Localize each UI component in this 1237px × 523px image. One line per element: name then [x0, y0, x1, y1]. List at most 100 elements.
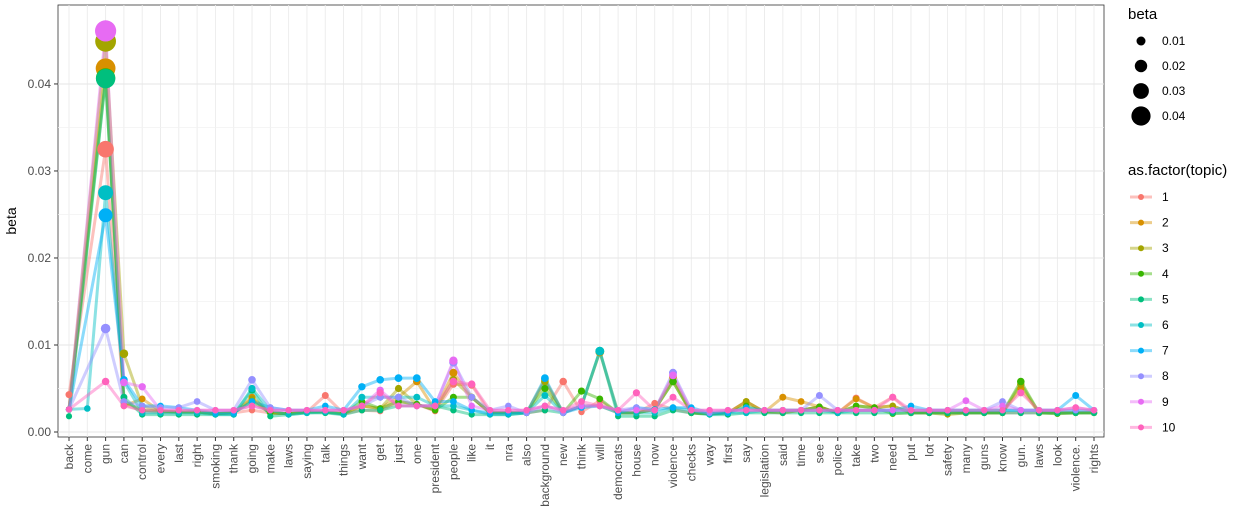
x-tick-label: democrats	[611, 444, 625, 500]
point-topic-9	[138, 383, 146, 391]
x-tick-label: one	[410, 444, 424, 464]
x-tick-label: president	[428, 443, 442, 493]
color-legend-label: 6	[1162, 318, 1169, 332]
point-topic-4	[577, 387, 586, 395]
color-legend-dot	[1138, 270, 1144, 277]
point-topic-5	[95, 69, 116, 89]
x-tick-label: get	[373, 443, 387, 460]
point-topic-10	[358, 402, 366, 410]
point-topic-4	[596, 395, 604, 403]
color-legend-dot	[1138, 398, 1144, 405]
y-tick-label: 0.03	[28, 164, 52, 178]
point-topic-7	[98, 208, 113, 223]
color-legend-label: 5	[1162, 292, 1169, 306]
x-tick-label: rights	[1087, 444, 1101, 473]
point-topic-10	[596, 402, 604, 410]
point-topic-10	[468, 380, 476, 388]
point-topic-10	[724, 407, 732, 414]
x-tick-label: laws	[1032, 444, 1046, 468]
point-topic-10	[669, 393, 677, 401]
point-topic-10	[340, 407, 347, 414]
x-tick-label: laws	[282, 444, 296, 468]
point-topic-10	[816, 407, 823, 414]
x-tick-label: saying	[300, 444, 314, 479]
point-topic-6	[541, 392, 549, 399]
point-topic-10	[1072, 404, 1079, 411]
color-legend-label: 10	[1162, 420, 1176, 434]
x-tick-label: nra	[501, 444, 515, 462]
x-tick-label: gun.	[1014, 444, 1028, 467]
point-topic-1	[65, 391, 73, 399]
point-topic-1	[97, 140, 114, 158]
x-tick-label: look	[1050, 443, 1064, 466]
x-tick-label: house	[629, 444, 643, 477]
color-legend-label: 3	[1162, 241, 1169, 255]
point-topic-1	[321, 392, 329, 399]
x-tick-label: know	[996, 444, 1010, 472]
point-topic-10	[431, 402, 439, 410]
color-legend-label: 1	[1162, 190, 1169, 204]
x-tick-label: come	[80, 444, 94, 474]
x-tick-label: background	[538, 444, 552, 507]
color-legend-dot	[1138, 245, 1144, 252]
point-topic-10	[688, 407, 695, 414]
point-topic-10	[523, 407, 530, 414]
x-tick-label: like	[465, 444, 479, 462]
point-topic-10	[962, 407, 970, 414]
x-tick-label: time	[794, 444, 808, 467]
x-tick-label: gun	[99, 444, 113, 464]
point-topic-1	[651, 399, 659, 407]
size-legend-key	[1131, 106, 1151, 126]
color-legend-label: 4	[1162, 267, 1169, 281]
point-topic-10	[743, 407, 750, 414]
point-topic-10	[248, 402, 256, 410]
point-topic-10	[376, 389, 384, 397]
color-legend-label: 9	[1162, 395, 1169, 409]
y-tick-label: 0.00	[28, 425, 52, 439]
x-tick-label: it	[483, 443, 497, 450]
x-tick-label: want	[355, 443, 369, 470]
point-topic-10	[871, 407, 878, 414]
point-topic-10	[413, 402, 421, 410]
color-legend: 1 2 3 4 5 6 7 8 9 10	[1130, 190, 1176, 434]
x-tick-label: new	[556, 444, 570, 466]
point-topic-10	[834, 407, 841, 414]
size-legend-key	[1136, 36, 1146, 46]
point-topic-10	[651, 407, 658, 414]
size-legend-title: beta	[1128, 6, 1158, 23]
point-topic-10	[999, 407, 1006, 414]
color-legend-dot	[1138, 424, 1144, 431]
size-legend-label: 0.03	[1162, 84, 1186, 98]
x-tick-label: now	[648, 444, 662, 466]
point-topic-5	[65, 413, 73, 420]
color-legend-dot	[1138, 194, 1144, 200]
x-tick-label: see	[812, 444, 826, 464]
point-topic-4	[669, 377, 677, 386]
color-legend-label: 7	[1162, 344, 1169, 358]
point-topic-10	[139, 407, 146, 414]
x-tick-label: make	[263, 444, 277, 474]
point-topic-10	[614, 407, 622, 414]
x-tick-label: control	[135, 444, 149, 480]
point-topic-6	[413, 393, 421, 401]
point-topic-9	[468, 402, 476, 410]
point-topic-8	[100, 323, 111, 334]
point-topic-4	[541, 384, 549, 393]
point-topic-9	[889, 407, 896, 414]
color-legend-label: 2	[1162, 216, 1169, 230]
point-topic-8	[395, 393, 402, 401]
color-legend-title: as.factor(topic)	[1128, 162, 1227, 179]
x-tick-label: last	[172, 443, 186, 462]
x-tick-label: things	[337, 444, 351, 476]
point-topic-6	[285, 411, 292, 418]
plot-panel	[57, 4, 1105, 438]
point-topic-9	[95, 20, 117, 42]
point-topic-10	[797, 407, 805, 414]
point-topic-9	[633, 407, 640, 414]
point-topic-7	[376, 376, 385, 384]
point-topic-2	[852, 395, 860, 403]
point-topic-2	[797, 398, 805, 405]
x-tick-label: just	[392, 443, 406, 463]
x-tick-label: talk	[318, 443, 332, 463]
